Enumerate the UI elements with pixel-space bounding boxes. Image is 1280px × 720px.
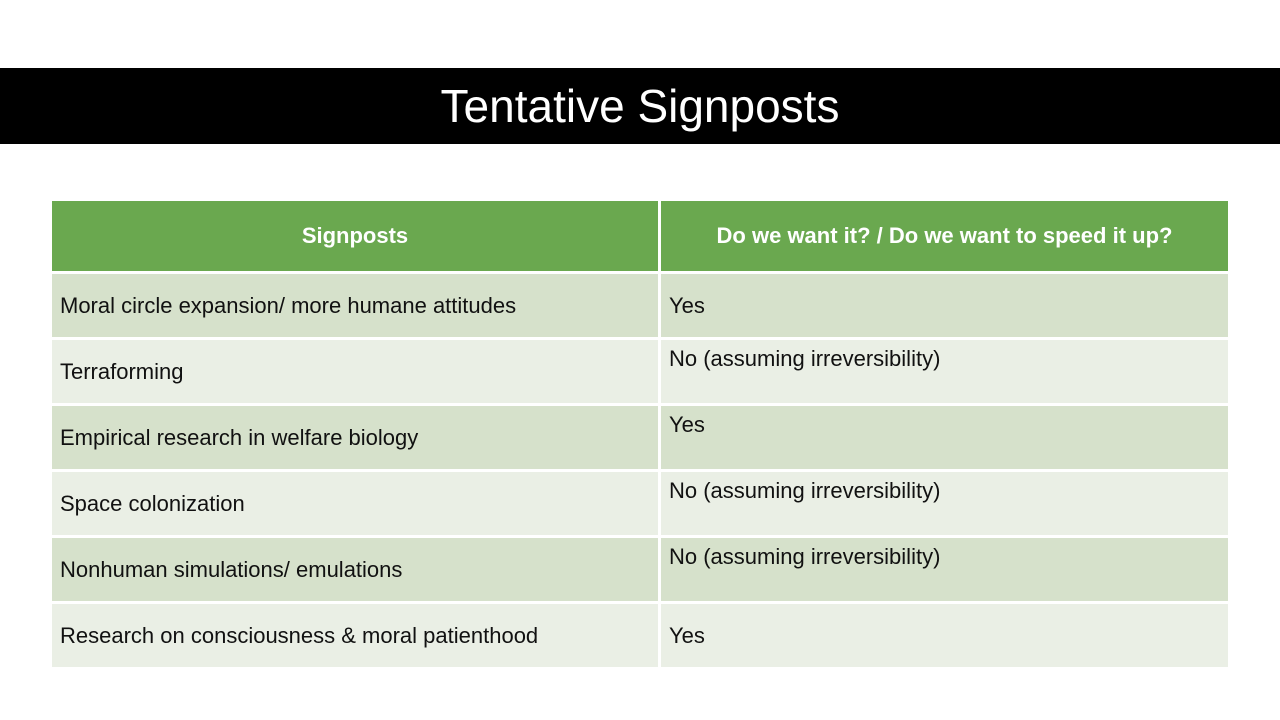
cell-signpost: Moral circle expansion/ more humane atti…	[52, 274, 658, 337]
cell-signpost: Empirical research in welfare biology	[52, 406, 658, 469]
cell-answer: Yes	[661, 604, 1228, 667]
cell-signpost: Terraforming	[52, 340, 658, 403]
signposts-table: Signposts Do we want it? / Do we want to…	[52, 201, 1228, 667]
cell-answer: Yes	[661, 406, 1228, 469]
cell-signpost: Research on consciousness & moral patien…	[52, 604, 658, 667]
cell-answer: No (assuming irreversibility)	[661, 472, 1228, 535]
cell-signpost: Space colonization	[52, 472, 658, 535]
cell-answer: No (assuming irreversibility)	[661, 340, 1228, 403]
title-banner: Tentative Signposts	[0, 68, 1280, 144]
column-header-do-we-want-it: Do we want it? / Do we want to speed it …	[661, 201, 1228, 271]
page-title: Tentative Signposts	[440, 80, 840, 132]
cell-signpost: Nonhuman simulations/ emulations	[52, 538, 658, 601]
column-header-signposts: Signposts	[52, 201, 658, 271]
cell-answer: Yes	[661, 274, 1228, 337]
cell-answer: No (assuming irreversibility)	[661, 538, 1228, 601]
